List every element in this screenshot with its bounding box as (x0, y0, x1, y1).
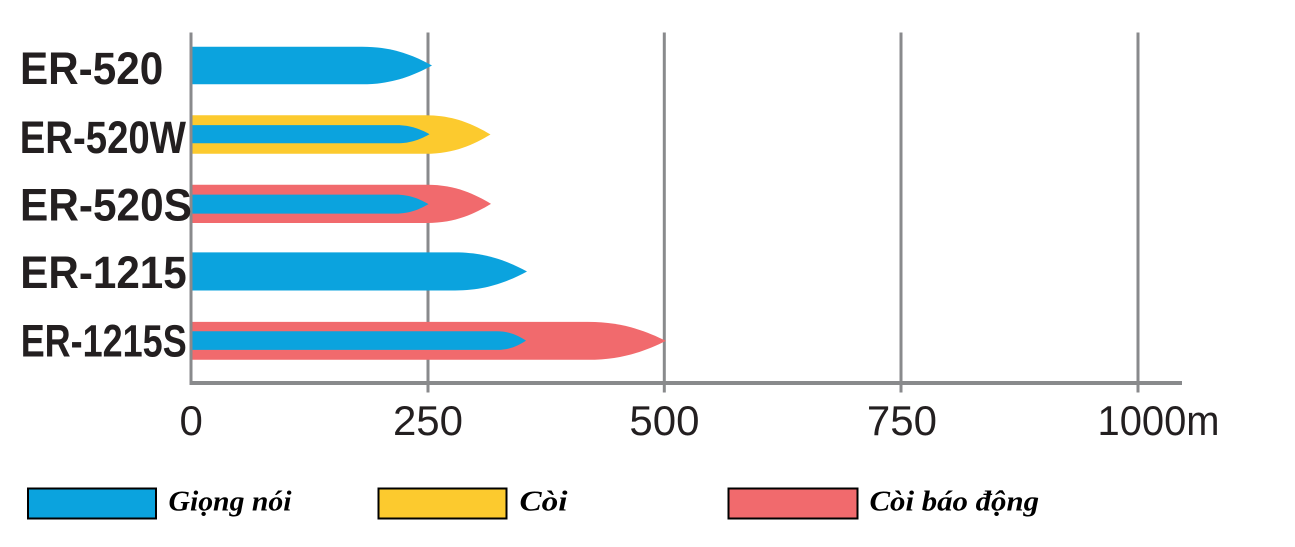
svg-text:1000m: 1000m (1098, 397, 1220, 444)
svg-text:Giọng nói: Giọng nói (169, 487, 292, 518)
svg-text:ER-1215: ER-1215 (20, 247, 186, 298)
svg-text:ER-1215S: ER-1215S (21, 316, 187, 367)
svg-text:ER-520S: ER-520S (20, 179, 192, 230)
svg-text:ER-520: ER-520 (20, 43, 163, 94)
svg-text:0: 0 (180, 397, 203, 444)
svg-text:750: 750 (867, 397, 937, 444)
svg-text:500: 500 (629, 397, 699, 444)
svg-text:ER-520W: ER-520W (20, 112, 187, 163)
svg-text:250: 250 (393, 397, 463, 444)
svg-text:Còi báo động: Còi báo động (870, 487, 1040, 518)
svg-text:Còi: Còi (520, 487, 568, 518)
